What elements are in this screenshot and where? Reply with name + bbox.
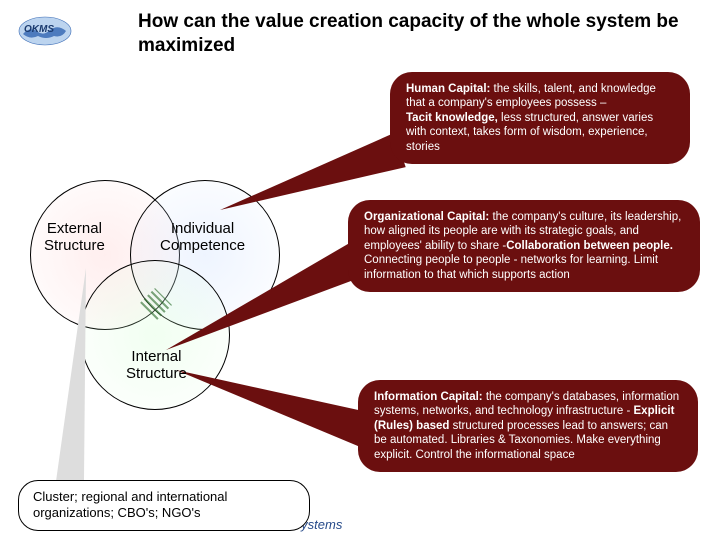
callout-bold: Organizational Capital: [364,211,489,223]
pointer-triangle [166,244,364,350]
callout-information-capital: Information Capital: the company's datab… [358,380,698,472]
venn-label-individual: IndividualCompetence [160,220,245,255]
venn-label-external: ExternalStructure [44,220,105,255]
callout-bold: Collaboration between people. [506,240,673,252]
callout-organizational-capital: Organizational Capital: the company's cu… [348,200,700,292]
callout-human-capital: Human Capital: the skills, talent, and k… [390,72,690,164]
pointer-triangle [56,268,86,483]
venn-label-internal: InternalStructure [126,348,187,383]
callout-bold: Information Capital: [374,391,483,403]
pointer-triangle [220,133,406,210]
callout-bold: Human Capital: [406,83,490,95]
cluster-box: Cluster; regional and international orga… [18,480,310,531]
pointer-triangle [176,370,371,447]
callout-bold: Tacit knowledge, [406,112,498,124]
callout-text: Connecting people to people - networks f… [364,254,658,280]
